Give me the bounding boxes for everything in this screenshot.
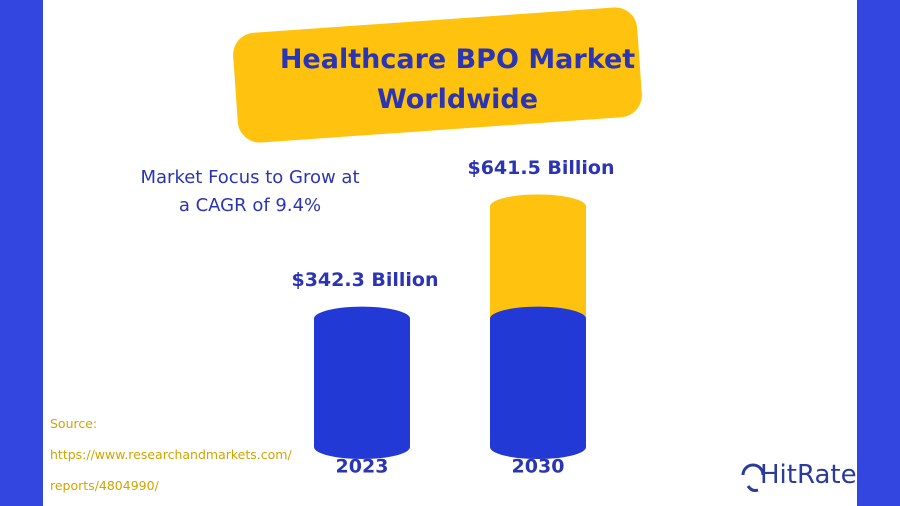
logo-icon [741, 463, 765, 492]
source-url: https://www.researchandmarkets.com/ [50, 447, 292, 462]
bar [314, 306, 410, 459]
brand-logo: HitRate [760, 460, 857, 490]
side-band [0, 0, 43, 506]
bar-base [490, 306, 586, 459]
x-tick-label: 2030 [512, 456, 565, 478]
source-url: reports/4804990/ [50, 478, 159, 493]
value-label: $641.5 Billion [467, 157, 614, 179]
subtitle: Market Focus to Grow at a CAGR of 9.4% [140, 167, 360, 216]
chart-title: Healthcare BPO Market Worldwide [279, 44, 636, 115]
x-tick-label: 2023 [336, 456, 389, 478]
source-label: Source: [50, 416, 98, 431]
side-band [857, 0, 900, 506]
value-label: $342.3 Billion [291, 269, 438, 291]
